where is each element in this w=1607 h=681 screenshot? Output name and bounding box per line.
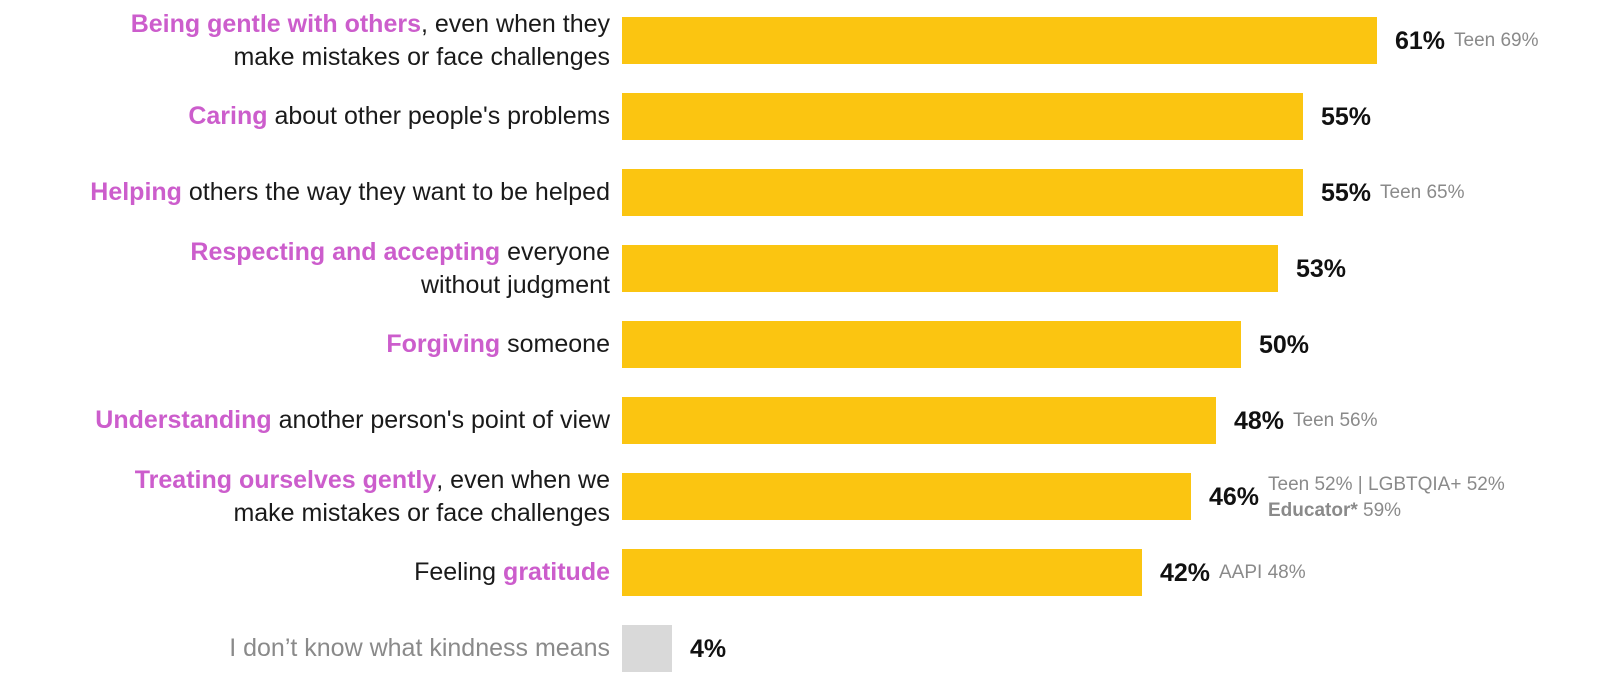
comparison-note: AAPI 48% — [1219, 561, 1306, 583]
value-label: 48% — [1234, 406, 1285, 435]
label-text: someone — [500, 330, 610, 358]
category-label-line: make mistakes or face challenges — [233, 498, 610, 527]
category-label-line: I don’t know what kindness means — [229, 632, 610, 665]
category-label: Helping others the way they want to be h… — [90, 176, 610, 209]
comparison-note: Teen 56% — [1293, 409, 1378, 431]
label-text: everyone — [500, 237, 610, 266]
bar — [622, 17, 1377, 64]
category-label: Understanding another person's point of … — [95, 404, 610, 437]
label-text: others the way they want to be helped — [181, 178, 610, 206]
category-label-line: make mistakes or face challenges — [233, 42, 610, 71]
label-highlight: Helping — [90, 178, 182, 206]
value-label: 4% — [690, 634, 727, 663]
category-label: Being gentle with others, even when they… — [131, 8, 610, 74]
category-label: Treating ourselves gently, even when we m… — [135, 464, 610, 530]
value-label: 50% — [1259, 330, 1310, 359]
label-highlight: Treating ourselves gently — [134, 465, 437, 494]
category-label: Feeling gratitude — [414, 556, 610, 589]
label-text: about other people's problems — [267, 102, 610, 130]
category-label-line: Being gentle with others, even when they — [131, 8, 610, 41]
note-bold: Educator* — [1268, 499, 1358, 521]
category-label: Forgiving someone — [386, 328, 610, 361]
label-highlight: Forgiving — [386, 330, 501, 358]
category-label-line: Helping others the way they want to be h… — [90, 176, 610, 209]
value-label: 61% — [1395, 26, 1446, 55]
label-highlight: Understanding — [95, 406, 272, 434]
bar — [622, 245, 1278, 292]
bar — [622, 321, 1241, 368]
category-label: Caring about other people's problems — [188, 100, 610, 133]
comparison-note: Teen 52% | LGBTQIA+ 52% — [1268, 473, 1505, 495]
category-label-line: Understanding another person's point of … — [95, 404, 610, 437]
label-highlight: Respecting and accepting — [190, 237, 501, 266]
label-highlight: gratitude — [503, 558, 610, 586]
category-label: I don’t know what kindness means — [229, 632, 610, 665]
category-label-line: Forgiving someone — [386, 328, 610, 361]
category-label-line: Feeling gratitude — [414, 556, 610, 589]
label-text: another person's point of view — [271, 406, 610, 434]
value-label: 55% — [1321, 178, 1372, 207]
note-text: 59% — [1357, 499, 1402, 521]
bar — [622, 397, 1216, 444]
value-label: 46% — [1209, 482, 1260, 511]
value-label: 42% — [1160, 558, 1211, 587]
label-text: I don’t know what kindness means — [229, 634, 610, 662]
label-text: Feeling — [414, 558, 504, 586]
category-label-line: Respecting and accepting everyone — [190, 236, 610, 269]
category-label-line: without judgment — [420, 270, 610, 299]
label-text: , even when we — [436, 465, 610, 494]
label-highlight: Being gentle with others — [130, 9, 421, 38]
comparison-note: Teen 65% — [1380, 181, 1465, 203]
category-label: Respecting and accepting everyone without… — [190, 236, 610, 302]
bar — [622, 549, 1142, 596]
value-label: 55% — [1321, 102, 1372, 131]
comparison-note: Teen 69% — [1454, 29, 1539, 51]
bar — [622, 93, 1303, 140]
category-label-line: Caring about other people's problems — [188, 100, 610, 133]
bar — [622, 625, 672, 672]
bar — [622, 473, 1191, 520]
label-highlight: Caring — [188, 102, 268, 130]
value-label: 53% — [1296, 254, 1347, 283]
category-label-line: Treating ourselves gently, even when we — [135, 464, 610, 497]
label-text: , even when they — [420, 9, 610, 38]
bar — [622, 169, 1303, 216]
comparison-note: Educator* 59% — [1268, 499, 1401, 523]
